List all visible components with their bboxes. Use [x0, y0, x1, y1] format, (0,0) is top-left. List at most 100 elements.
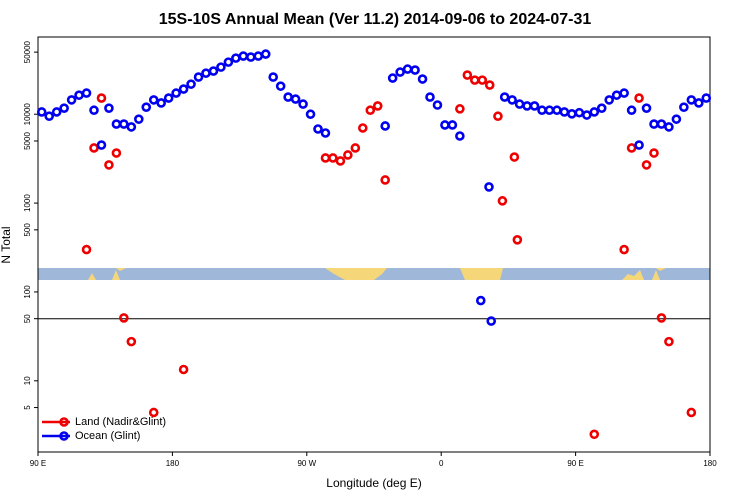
- data-point: [686, 95, 697, 105]
- plot-frame: [37, 36, 711, 453]
- chart-title: 15S-10S Annual Mean (Ver 11.2) 2014-09-0…: [159, 11, 592, 28]
- data-point: [410, 65, 420, 75]
- data-point: [440, 120, 450, 130]
- data-point: [462, 70, 473, 80]
- data-point: [51, 107, 62, 117]
- data-point: [44, 111, 55, 122]
- y-tick-label: 10000: [23, 103, 32, 126]
- data-point: [522, 101, 532, 111]
- data-point: [634, 93, 644, 103]
- data-point: [455, 131, 465, 141]
- data-point: [193, 72, 204, 82]
- data-point: [350, 143, 361, 153]
- data-point: [81, 244, 92, 255]
- legend-label: Land (Nadir&Glint): [75, 416, 166, 428]
- data-point: [148, 407, 159, 418]
- data-point: [126, 336, 137, 347]
- data-point: [656, 313, 667, 323]
- data-point: [499, 92, 510, 102]
- data-point: [111, 148, 122, 158]
- y-tick-label: 50000: [23, 40, 32, 63]
- data-point: [365, 105, 376, 116]
- data-point: [104, 160, 114, 170]
- data-point: [111, 119, 122, 129]
- data-point: [260, 49, 271, 59]
- data-point: [313, 124, 323, 134]
- data-point: [74, 90, 84, 100]
- data-point: [59, 103, 69, 113]
- data-point: [148, 95, 159, 105]
- x-tick-label: 90 E: [567, 459, 583, 468]
- data-point: [201, 68, 211, 78]
- data-point: [664, 122, 674, 132]
- data-point: [395, 67, 405, 77]
- data-point: [305, 109, 316, 120]
- data-point: [552, 105, 562, 116]
- data-point: [641, 160, 652, 170]
- data-point: [634, 140, 644, 150]
- data-point: [268, 72, 279, 82]
- data-point: [455, 104, 465, 114]
- data-point: [619, 88, 629, 98]
- data-point: [604, 95, 615, 105]
- data-point: [484, 80, 495, 90]
- data-point: [328, 153, 338, 163]
- data-point: [178, 84, 189, 94]
- data-point: [649, 119, 659, 129]
- data-point: [231, 53, 241, 63]
- data-point: [447, 120, 458, 130]
- legend-label: Ocean (Glint): [75, 430, 140, 442]
- data-point: [96, 93, 107, 103]
- data-point: [186, 79, 196, 89]
- data-point: [387, 73, 398, 83]
- y-axis-label: N Total: [0, 226, 13, 263]
- data-point: [320, 153, 331, 163]
- data-point: [275, 81, 286, 91]
- data-point: [119, 313, 129, 323]
- y-tick-label: 100: [23, 285, 32, 299]
- y-tick-label: 5000: [23, 132, 32, 150]
- data-point: [238, 51, 249, 61]
- data-point: [283, 92, 293, 102]
- data-point: [514, 99, 525, 109]
- data-point: [89, 105, 99, 116]
- y-tick-label: 50: [23, 314, 32, 323]
- data-point: [693, 98, 704, 108]
- data-point: [402, 64, 413, 74]
- data-point: [380, 175, 391, 185]
- data-point: [596, 103, 607, 113]
- data-point: [679, 102, 689, 112]
- data-point: [626, 105, 637, 116]
- data-point: [253, 51, 264, 61]
- data-point: [141, 102, 152, 112]
- x-tick-label: 180: [703, 459, 717, 468]
- data-point: [96, 140, 107, 150]
- data-point: [320, 128, 331, 138]
- data-point: [343, 150, 353, 160]
- x-tick-label: 180: [166, 459, 180, 468]
- data-point: [664, 336, 674, 347]
- data-point: [544, 105, 555, 116]
- data-point: [581, 110, 592, 120]
- legend-marker: [59, 431, 69, 441]
- data-point: [36, 107, 47, 117]
- data-point: [507, 95, 517, 105]
- data-point: [509, 152, 520, 162]
- y-tick-label: 1000: [23, 194, 32, 212]
- data-point: [298, 99, 308, 109]
- data-point: [432, 100, 443, 110]
- data-point: [559, 107, 570, 117]
- data-point: [656, 119, 667, 129]
- data-point: [208, 66, 219, 76]
- y-tick-label: 10: [23, 376, 32, 385]
- x-axis-label: Longitude (deg E): [326, 476, 421, 490]
- data-point: [574, 107, 585, 118]
- legend-marker: [59, 417, 69, 427]
- data-point: [171, 88, 181, 98]
- data-point: [246, 52, 256, 62]
- data-point: [372, 101, 383, 111]
- data-point: [497, 196, 508, 206]
- data-point: [66, 95, 77, 105]
- data-point: [380, 121, 391, 131]
